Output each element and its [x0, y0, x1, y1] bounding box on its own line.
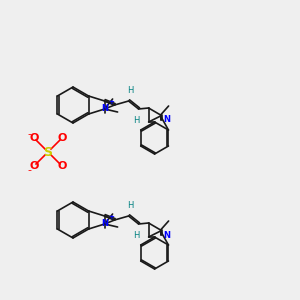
Text: N: N: [164, 116, 171, 124]
Text: N: N: [164, 230, 171, 239]
Text: O: O: [29, 133, 39, 143]
Text: +: +: [109, 214, 115, 220]
Text: O: O: [29, 161, 39, 171]
Text: H: H: [134, 231, 140, 240]
Text: O: O: [57, 161, 67, 171]
Text: S: S: [44, 146, 52, 158]
Text: O: O: [57, 133, 67, 143]
Text: H: H: [134, 116, 140, 125]
Text: -: -: [27, 129, 31, 139]
Text: +: +: [109, 99, 115, 105]
Text: -: -: [27, 165, 31, 175]
Text: N: N: [101, 219, 108, 228]
Text: H: H: [128, 86, 134, 95]
Text: H: H: [128, 201, 134, 210]
Text: N: N: [101, 104, 108, 113]
